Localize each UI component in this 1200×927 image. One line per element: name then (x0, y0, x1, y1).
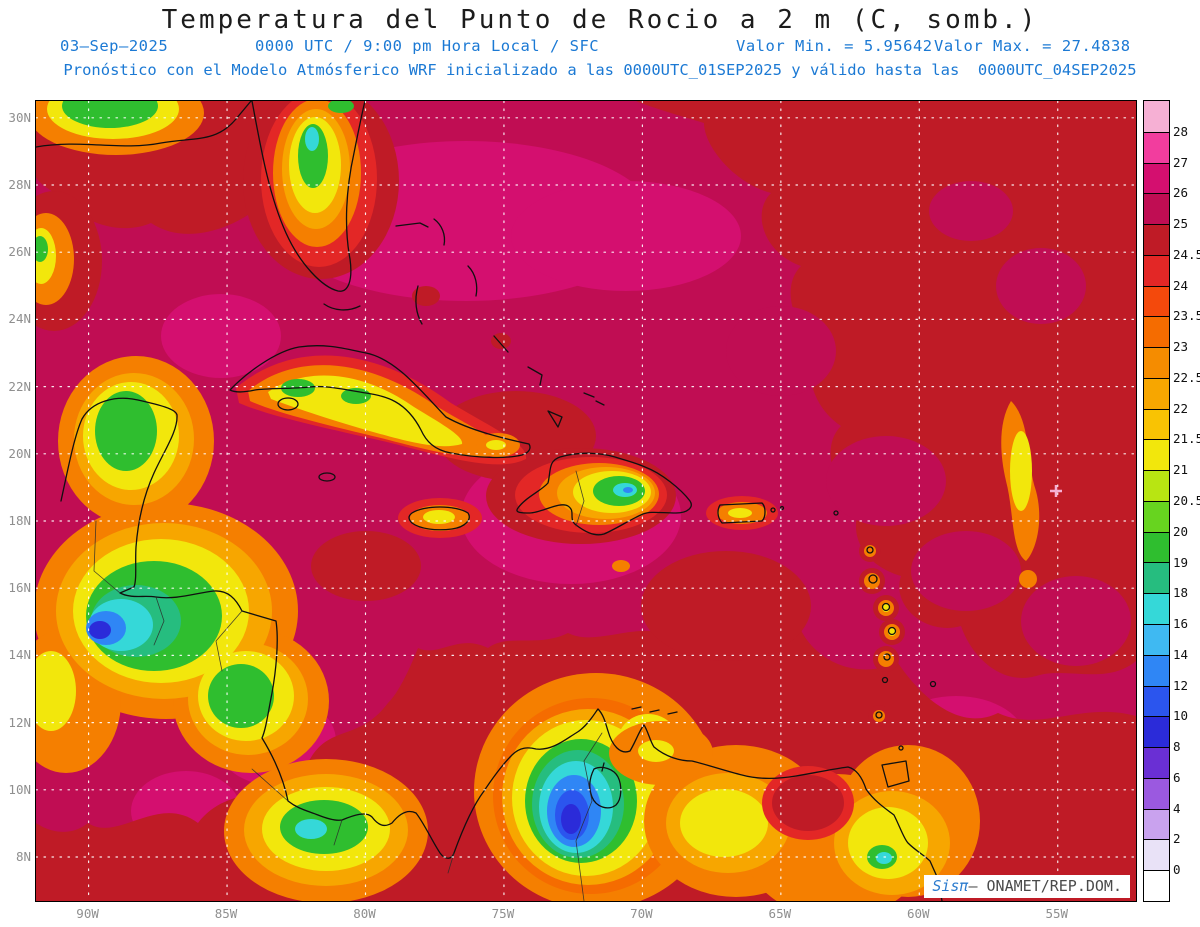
colorbar-label: 26 (1173, 185, 1189, 201)
lat-label: 12N (8, 714, 31, 730)
colorbar-label: 2 (1173, 831, 1181, 847)
colorbar-segment (1144, 162, 1169, 194)
colorbar-segment (1144, 685, 1169, 717)
grid-lines (36, 101, 1136, 901)
colorbar-label: 6 (1173, 769, 1181, 785)
hotspot-venezuela (609, 721, 980, 901)
lon-label: 80W (353, 906, 376, 921)
colorbar-segment (1144, 316, 1169, 348)
colorbar-label: 24.5 (1173, 246, 1200, 262)
hotspot-hispaniola (515, 457, 667, 533)
colorbar-segment (1144, 808, 1169, 840)
colorbar-label: 23.5 (1173, 308, 1200, 324)
colorbar-label: 21.5 (1173, 431, 1200, 447)
colorbar-segment (1144, 439, 1169, 471)
coastlines (36, 101, 943, 901)
colorbar-label: 23 (1173, 339, 1189, 355)
colorbar-segment (1144, 777, 1169, 809)
lon-label: 85W (214, 906, 238, 921)
hotspot-jamaica (398, 498, 482, 538)
colorbar (1143, 100, 1170, 902)
colorbar-segment (1144, 593, 1169, 625)
lon-label: 55W (1045, 906, 1069, 921)
watermark-brand: Sisπ (932, 877, 969, 895)
map-area: Sisπ— ONAMET/REP.DOM. (35, 100, 1137, 902)
lat-label: 18N (8, 513, 31, 528)
value-max: Valor Max. = 27.4838 (934, 37, 1131, 55)
colorbar-segment (1144, 470, 1169, 501)
hotspot-mexico-west (36, 213, 74, 305)
colorbar-segment (1144, 562, 1169, 594)
hotspot-florida (261, 101, 377, 267)
colorbar-label: 22.5 (1173, 369, 1200, 385)
lon-label: 65W (768, 906, 792, 921)
lat-label: 22N (8, 378, 31, 394)
colorbar-label: 25 (1173, 216, 1189, 232)
hotspot-gulf-coast (36, 101, 204, 155)
colorbar-label: 18 (1173, 585, 1189, 601)
colorbar-segment (1144, 747, 1169, 778)
colorbar-label: 10 (1173, 708, 1189, 724)
hotspot-central-america (36, 356, 329, 773)
colorbar-segment (1144, 347, 1169, 378)
hotspot-puerto-rico (706, 496, 778, 530)
colorbar-label: 22 (1173, 400, 1189, 416)
colorbar-label: 0 (1173, 862, 1181, 878)
hotspot-cuba (236, 355, 527, 465)
colorbar-segment (1144, 870, 1169, 901)
colorbar-segment (1144, 654, 1169, 686)
colorbar-label: 12 (1173, 677, 1189, 693)
colorbar-segment (1144, 377, 1169, 409)
lat-label: 24N (8, 311, 31, 327)
colorbar-label: 20.5 (1173, 493, 1200, 508)
magenta-notches (726, 181, 1131, 666)
colorbar-segment (1144, 254, 1169, 286)
value-min: Valor Min. = 5.95642 (736, 37, 933, 55)
lat-label: 14N (8, 647, 31, 663)
colorbar-segment (1144, 624, 1169, 655)
page-title: Temperatura del Punto de Rocio a 2 m (C,… (161, 5, 1039, 35)
forecast-time: 0000 UTC / 9:00 pm Hora Local / SFC (255, 37, 600, 55)
lon-label: 60W (907, 906, 930, 921)
colorbar-label: 27 (1173, 154, 1189, 170)
colorbar-segment (1144, 224, 1169, 255)
lat-label: 28N (8, 177, 31, 192)
lat-label: 30N (8, 109, 31, 125)
watermark: Sisπ— ONAMET/REP.DOM. (924, 875, 1130, 898)
colorbar-segment (1144, 716, 1169, 748)
colorbar-segment (1144, 500, 1169, 532)
colorbar-label: 4 (1173, 800, 1181, 816)
colorbar-label: 20 (1173, 523, 1189, 539)
lat-label: 8N (15, 849, 31, 864)
watermark-text: — ONAMET/REP.DOM. (968, 877, 1122, 895)
colorbar-segment (1144, 839, 1169, 871)
model-info-line: Pronóstico con el Modelo Atmósferico WRF… (63, 61, 1137, 79)
colorbar-segment (1144, 131, 1169, 163)
lon-label: 90W (76, 906, 99, 921)
lat-label: 10N (8, 781, 31, 797)
lat-label: 16N (8, 580, 31, 596)
lat-label: 26N (8, 244, 31, 260)
colorbar-segment (1144, 408, 1169, 440)
colorbar-segment (1144, 193, 1169, 225)
colorbar-label: 24 (1173, 277, 1189, 293)
colorbar-label: 8 (1173, 739, 1181, 755)
colorbar-segment (1144, 101, 1169, 132)
colorbar-label: 14 (1173, 646, 1189, 662)
colorbar-segment (1144, 531, 1169, 563)
colorbar-label: 21 (1173, 462, 1189, 478)
max-value-marker (1050, 485, 1062, 497)
hotspot-costa-rica-panama (224, 759, 428, 901)
lat-label: 20N (8, 445, 31, 461)
forecast-date: 03—Sep—2025 (60, 37, 169, 55)
dewpoint-shaded-map (36, 101, 1136, 901)
lon-label: 75W (491, 906, 515, 921)
colorbar-label: 28 (1173, 123, 1189, 139)
colorbar-label: 16 (1173, 616, 1189, 632)
colorbar-label: 19 (1173, 554, 1189, 570)
colorbar-segment (1144, 285, 1169, 317)
lon-label: 70W (630, 906, 653, 921)
